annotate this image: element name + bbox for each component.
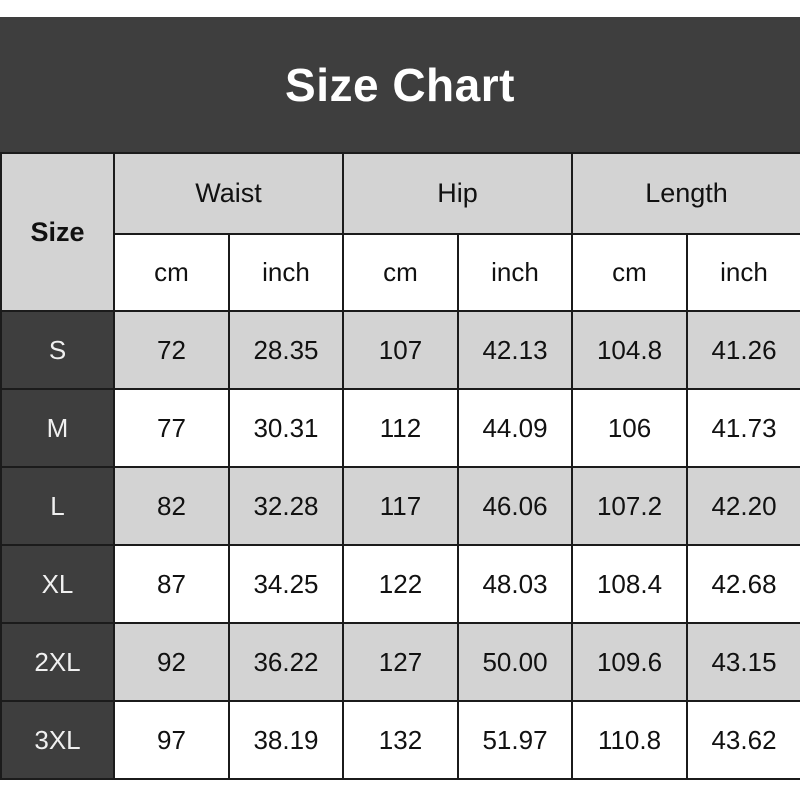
value-cell: 107.2 [571, 466, 689, 546]
value-cell: 117 [342, 466, 459, 546]
value-cell: 51.97 [456, 700, 574, 780]
size-label-cell: L [0, 466, 115, 546]
value-cell: 43.62 [686, 700, 800, 780]
size-label-cell: XL [0, 544, 115, 624]
table-row-3xl: 3XL 97 38.19 132 51.97 110.8 43.62 [0, 700, 800, 780]
value-cell: 82 [113, 466, 230, 546]
unit-header-row: cm inch cm inch cm inch [1, 233, 800, 312]
size-chart-table: Size Waist Hip Length cm inch cm inch cm… [0, 152, 800, 780]
value-cell: 36.22 [228, 622, 344, 702]
value-cell: 107 [342, 310, 459, 390]
page-title: Size Chart [285, 58, 515, 111]
value-cell: 108.4 [571, 544, 689, 624]
value-cell: 30.31 [228, 388, 344, 468]
unit-header: inch [686, 233, 800, 312]
unit-header: cm [571, 233, 689, 312]
value-cell: 106 [571, 388, 689, 468]
value-cell: 77 [113, 388, 230, 468]
value-cell: 32.28 [228, 466, 344, 546]
unit-header: inch [456, 233, 574, 312]
value-cell: 34.25 [228, 544, 344, 624]
value-cell: 44.09 [456, 388, 574, 468]
unit-header: cm [113, 233, 230, 312]
value-cell: 28.35 [228, 310, 344, 390]
table-row-2xl: 2XL 92 36.22 127 50.00 109.6 43.15 [0, 622, 800, 702]
value-cell: 104.8 [571, 310, 689, 390]
value-cell: 48.03 [456, 544, 574, 624]
value-cell: 97 [113, 700, 230, 780]
value-cell: 87 [113, 544, 230, 624]
size-label-cell: 3XL [0, 700, 115, 780]
title-banner: Size Chart [0, 17, 800, 152]
value-cell: 43.15 [686, 622, 800, 702]
table-row-xl: XL 87 34.25 122 48.03 108.4 42.68 [0, 544, 800, 624]
value-cell: 41.73 [686, 388, 800, 468]
unit-header: cm [342, 233, 459, 312]
value-cell: 72 [113, 310, 230, 390]
value-cell: 42.13 [456, 310, 574, 390]
column-group-header-length: Length [571, 152, 800, 235]
table-row-s: S 72 28.35 107 42.13 104.8 41.26 [0, 310, 800, 390]
value-cell: 112 [342, 388, 459, 468]
table-row-l: L 82 32.28 117 46.06 107.2 42.20 [0, 466, 800, 546]
column-group-header-row: Size Waist Hip Length [0, 152, 800, 312]
size-chart-table-container: Size Waist Hip Length cm inch cm inch cm… [0, 152, 800, 780]
table-corner-header: Size [0, 152, 115, 312]
value-cell: 109.6 [571, 622, 689, 702]
table-row-m: M 77 30.31 112 44.09 106 41.73 [0, 388, 800, 468]
value-cell: 46.06 [456, 466, 574, 546]
value-cell: 38.19 [228, 700, 344, 780]
unit-header: inch [228, 233, 344, 312]
value-cell: 41.26 [686, 310, 800, 390]
value-cell: 50.00 [456, 622, 574, 702]
value-cell: 122 [342, 544, 459, 624]
value-cell: 92 [113, 622, 230, 702]
size-label-cell: S [0, 310, 115, 390]
value-cell: 42.68 [686, 544, 800, 624]
value-cell: 127 [342, 622, 459, 702]
column-group-header-hip: Hip [341, 152, 574, 235]
size-label-cell: 2XL [0, 622, 115, 702]
size-label-cell: M [0, 388, 115, 468]
value-cell: 132 [342, 700, 459, 780]
value-cell: 42.20 [686, 466, 800, 546]
value-cell: 110.8 [571, 700, 689, 780]
column-group-header-waist: Waist [113, 152, 344, 235]
